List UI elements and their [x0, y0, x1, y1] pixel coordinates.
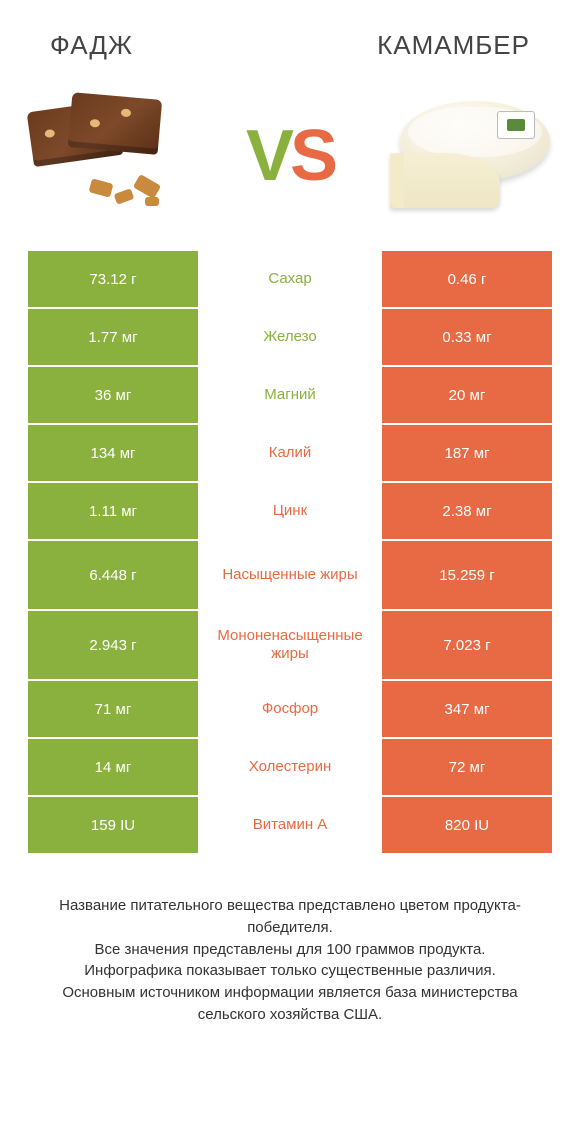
- cell-right: 0.46 г: [382, 251, 552, 307]
- cell-left: 1.77 мг: [28, 309, 198, 365]
- cell-label: Сахар: [198, 251, 382, 307]
- cell-right: 20 мг: [382, 367, 552, 423]
- cell-right: 820 IU: [382, 797, 552, 853]
- table-row: 6.448 гНасыщенные жиры15.259 г: [28, 541, 552, 609]
- title-right: КАМАМБЕР: [377, 30, 530, 61]
- cell-left: 14 мг: [28, 739, 198, 795]
- table-row: 73.12 гСахар0.46 г: [28, 251, 552, 307]
- cell-left: 73.12 г: [28, 251, 198, 307]
- cell-left: 1.11 мг: [28, 483, 198, 539]
- cell-label: Витамин A: [198, 797, 382, 853]
- cell-label: Магний: [198, 367, 382, 423]
- title-left: ФАДЖ: [50, 30, 133, 61]
- cell-right: 7.023 г: [382, 611, 552, 679]
- table-row: 1.77 мгЖелезо0.33 мг: [28, 309, 552, 365]
- table-row: 134 мгКалий187 мг: [28, 425, 552, 481]
- cell-label: Холестерин: [198, 739, 382, 795]
- table-row: 2.943 гМононенасыщенные жиры7.023 г: [28, 611, 552, 679]
- cell-left: 71 мг: [28, 681, 198, 737]
- cell-right: 0.33 мг: [382, 309, 552, 365]
- camembert-image: [380, 96, 550, 216]
- vs-s: S: [290, 120, 334, 192]
- fudge-image: [30, 96, 200, 216]
- table-row: 14 мгХолестерин72 мг: [28, 739, 552, 795]
- cell-left: 159 IU: [28, 797, 198, 853]
- header: ФАДЖ КАМАМБЕР: [0, 0, 580, 71]
- cell-right: 2.38 мг: [382, 483, 552, 539]
- footer-line: Инфографика показывает только существенн…: [30, 960, 550, 982]
- footer-line: Все значения представлены для 100 граммо…: [30, 939, 550, 961]
- table-row: 71 мгФосфор347 мг: [28, 681, 552, 737]
- footer-note: Название питательного вещества представл…: [0, 855, 580, 1026]
- cell-right: 72 мг: [382, 739, 552, 795]
- footer-line: Основным источником информации является …: [30, 982, 550, 1026]
- cell-label: Мононенасыщенные жиры: [198, 611, 382, 679]
- cell-left: 134 мг: [28, 425, 198, 481]
- table-row: 159 IUВитамин A820 IU: [28, 797, 552, 853]
- cell-right: 15.259 г: [382, 541, 552, 609]
- cell-right: 347 мг: [382, 681, 552, 737]
- cell-left: 36 мг: [28, 367, 198, 423]
- vs-row: VS: [0, 71, 580, 251]
- cell-label: Цинк: [198, 483, 382, 539]
- vs-v: V: [246, 120, 290, 192]
- vs-label: VS: [246, 120, 334, 192]
- table-row: 1.11 мгЦинк2.38 мг: [28, 483, 552, 539]
- comparison-table: 73.12 гСахар0.46 г1.77 мгЖелезо0.33 мг36…: [0, 251, 580, 853]
- cell-label: Калий: [198, 425, 382, 481]
- cell-label: Насыщенные жиры: [198, 541, 382, 609]
- table-row: 36 мгМагний20 мг: [28, 367, 552, 423]
- cell-right: 187 мг: [382, 425, 552, 481]
- footer-line: Название питательного вещества представл…: [30, 895, 550, 939]
- cell-label: Фосфор: [198, 681, 382, 737]
- cell-left: 6.448 г: [28, 541, 198, 609]
- cell-label: Железо: [198, 309, 382, 365]
- cell-left: 2.943 г: [28, 611, 198, 679]
